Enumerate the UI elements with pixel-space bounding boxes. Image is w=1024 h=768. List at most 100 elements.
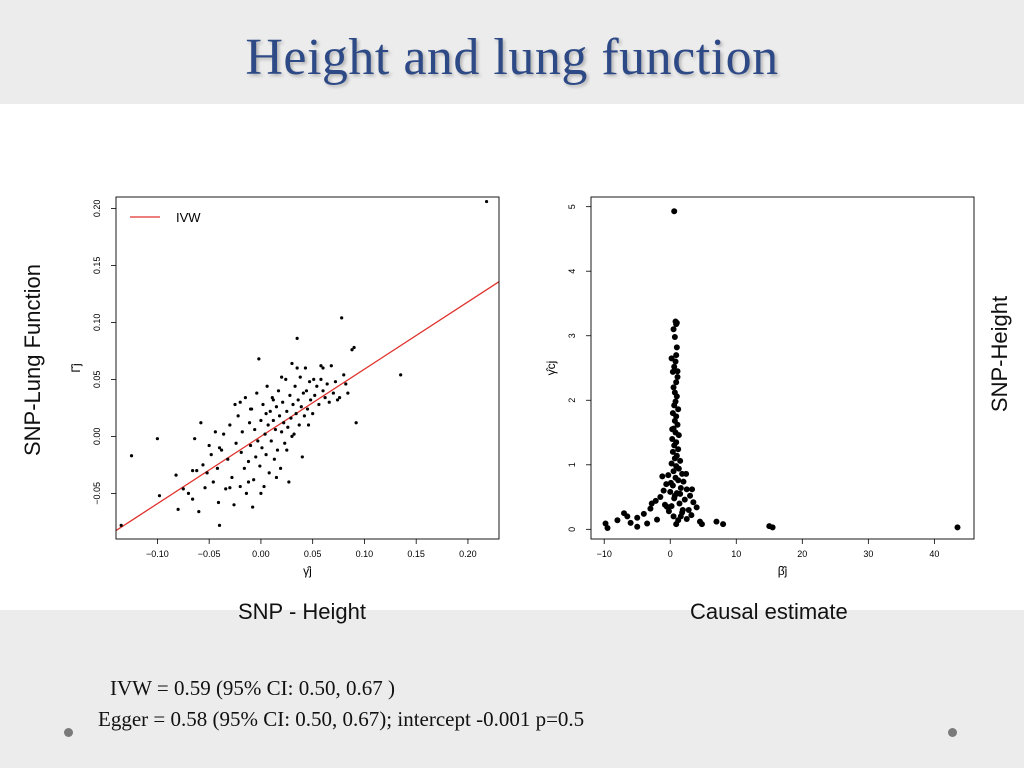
data-point [665, 472, 672, 479]
plot-area [602, 208, 961, 532]
bullet-dot [948, 728, 957, 737]
data-point [769, 524, 776, 531]
data-point [288, 393, 292, 397]
data-point [199, 421, 203, 425]
data-point [675, 432, 682, 439]
data-point [267, 471, 271, 475]
data-point [687, 492, 694, 499]
data-point [679, 506, 686, 513]
data-point [342, 373, 346, 377]
data-point [289, 416, 293, 420]
data-point [283, 441, 287, 445]
data-point [660, 487, 667, 494]
data-point [207, 443, 211, 448]
data-point [352, 345, 356, 350]
y-tick-label: 2 [567, 398, 577, 403]
x-axis-label: β̂j [778, 564, 788, 578]
data-point [683, 470, 690, 477]
y-tick-label: 0.05 [92, 371, 102, 389]
data-point [244, 491, 249, 495]
data-point [677, 490, 684, 497]
data-point [217, 446, 222, 450]
data-point [673, 379, 680, 386]
data-point [484, 199, 489, 204]
data-point [671, 442, 678, 449]
data-point [302, 414, 306, 418]
data-point [224, 487, 228, 491]
y-tick-label: 0.00 [92, 428, 102, 446]
data-point [261, 402, 265, 407]
data-point [669, 448, 676, 455]
data-point [627, 519, 634, 526]
data-point [234, 441, 238, 445]
data-point [260, 446, 264, 450]
y-tick-label: 5 [567, 204, 577, 209]
data-point [671, 334, 678, 341]
data-point [256, 439, 260, 443]
y-tick-label: 0.15 [92, 257, 102, 275]
left-y-axis-label: SNP-Lung Function [20, 264, 45, 456]
data-point [285, 448, 289, 452]
data-point [321, 366, 325, 370]
data-point [675, 406, 682, 413]
data-point [228, 486, 232, 490]
data-point [346, 391, 350, 395]
data-point [720, 521, 727, 528]
data-point [262, 484, 266, 489]
data-point [319, 364, 323, 368]
data-point [295, 336, 299, 340]
data-point [634, 523, 641, 530]
data-point [238, 484, 242, 489]
data-point [155, 437, 160, 441]
x-tick-label: −10 [597, 549, 612, 559]
data-point [222, 432, 226, 436]
data-point [226, 457, 230, 461]
data-point [399, 373, 403, 377]
data-point [312, 377, 316, 381]
data-point [242, 466, 246, 470]
ivw-estimate-text: IVW = 0.59 (95% CI: 0.50, 0.67 ) [110, 676, 396, 700]
data-point [293, 384, 297, 388]
data-point [674, 368, 681, 375]
data-point [321, 389, 325, 393]
data-point [693, 504, 700, 511]
data-point [191, 469, 195, 473]
content-area [0, 104, 1024, 610]
data-point [272, 457, 276, 461]
data-point [278, 466, 283, 470]
data-point [337, 396, 342, 400]
data-point [683, 486, 690, 493]
data-point [329, 364, 333, 368]
y-tick-label: 0.10 [92, 314, 102, 332]
data-point [157, 494, 162, 498]
data-point [604, 525, 611, 532]
data-point [659, 473, 666, 480]
data-point [313, 393, 317, 397]
data-point [325, 382, 329, 386]
data-point [232, 503, 236, 507]
x-tick-label: 10 [731, 549, 741, 559]
data-point [354, 421, 358, 425]
data-point [269, 439, 273, 443]
data-point [690, 499, 697, 506]
data-point [669, 426, 676, 433]
data-point [284, 377, 288, 381]
data-point [263, 432, 267, 436]
data-point [648, 500, 655, 507]
data-point [251, 505, 255, 509]
data-point [277, 414, 282, 418]
data-point [274, 475, 279, 480]
data-point [246, 459, 251, 464]
data-point [602, 520, 609, 527]
data-point [297, 423, 301, 427]
data-point [273, 427, 278, 432]
y-axis-label: γ̂cj [545, 361, 558, 376]
data-point [673, 344, 680, 351]
data-point [670, 468, 677, 475]
data-point [673, 413, 680, 420]
data-point [673, 319, 680, 326]
data-point [181, 487, 185, 491]
data-point [295, 366, 299, 370]
plot-area [116, 199, 499, 532]
data-point [253, 427, 257, 432]
